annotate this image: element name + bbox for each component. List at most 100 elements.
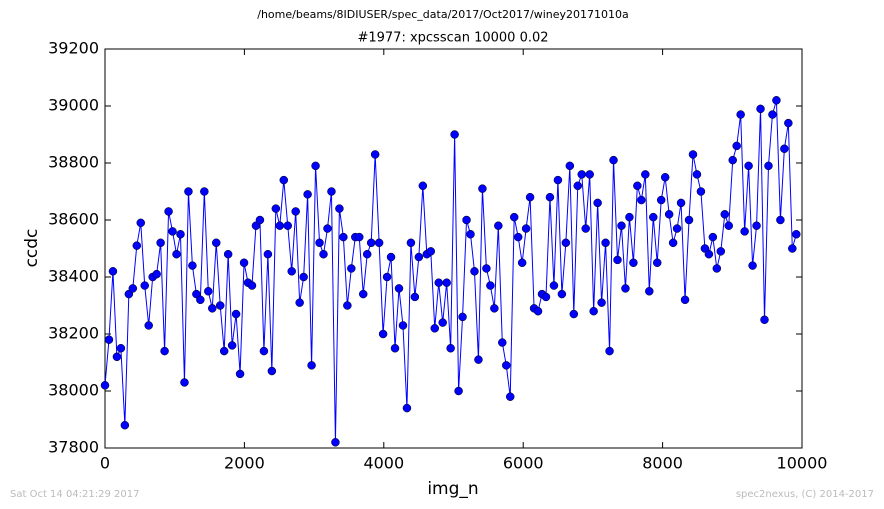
data-point	[112, 352, 122, 362]
data-point	[283, 221, 293, 230]
data-point	[247, 281, 257, 290]
data-point	[688, 150, 698, 159]
data-point	[744, 161, 753, 171]
y-tick-label: 38600	[48, 210, 99, 229]
data-point	[366, 238, 376, 248]
data-point	[649, 212, 658, 222]
data-point	[108, 267, 118, 276]
data-point	[716, 247, 726, 256]
data-point	[680, 295, 690, 305]
data-point	[311, 161, 320, 171]
x-tick-label: 6000	[503, 454, 544, 473]
x-axis-label: img_n	[427, 479, 478, 499]
data-point	[327, 187, 336, 196]
data-point	[780, 144, 789, 153]
data-point	[470, 267, 479, 276]
data-point	[414, 252, 424, 262]
data-point	[358, 289, 368, 299]
data-point	[549, 281, 559, 290]
data-point	[410, 292, 420, 302]
data-point	[589, 306, 598, 316]
data-point	[752, 221, 761, 230]
data-point	[748, 261, 757, 270]
data-point	[672, 224, 682, 233]
data-point	[585, 170, 594, 179]
data-point	[362, 249, 372, 259]
data-point	[378, 329, 388, 339]
data-point	[553, 175, 563, 185]
data-point	[235, 369, 245, 379]
data-point	[565, 161, 575, 171]
data-point	[621, 284, 630, 293]
data-point	[788, 244, 797, 253]
data-point	[684, 215, 694, 225]
data-point	[478, 184, 487, 193]
data-point	[275, 221, 285, 230]
data-point	[486, 281, 495, 290]
data-point	[776, 215, 785, 225]
data-point	[152, 269, 161, 279]
x-tick-label: 2000	[224, 454, 265, 473]
data-point	[450, 130, 459, 139]
plot-frame	[104, 48, 803, 449]
data-point	[760, 315, 769, 324]
suptitle: /home/beams/8IDIUSER/spec_data/2017/Oct2…	[257, 8, 629, 21]
data-point	[768, 110, 777, 119]
y-tick-label: 37800	[48, 438, 99, 457]
data-point	[164, 207, 173, 216]
data-point	[593, 198, 602, 208]
data-point	[347, 264, 356, 273]
data-point	[382, 272, 392, 282]
data-point	[200, 187, 209, 196]
data-point	[184, 187, 193, 196]
data-point	[196, 295, 205, 305]
y-tick-label: 38200	[48, 324, 99, 343]
data-point	[712, 264, 722, 273]
data-point	[617, 221, 626, 230]
data-point	[728, 155, 737, 165]
data-point	[505, 392, 515, 401]
data-point	[609, 155, 618, 165]
data-point	[303, 190, 312, 199]
data-point	[267, 366, 277, 376]
data-point	[100, 381, 110, 390]
data-point	[180, 378, 189, 387]
data-point	[211, 238, 221, 248]
data-point	[581, 224, 590, 233]
data-point	[466, 230, 475, 239]
data-point	[279, 175, 289, 185]
data-point	[438, 318, 447, 327]
data-point	[597, 298, 606, 307]
data-point	[390, 344, 400, 353]
data-point	[398, 321, 408, 330]
data-point	[287, 267, 296, 276]
data-point	[140, 281, 149, 290]
x-tick-label: 0	[100, 454, 110, 473]
data-point	[120, 420, 130, 430]
y-tick-label: 38800	[48, 153, 99, 172]
data-point	[708, 232, 718, 242]
data-point	[136, 218, 146, 228]
data-point	[219, 346, 229, 356]
data-point	[128, 284, 138, 293]
data-point	[637, 195, 646, 205]
data-point	[374, 238, 384, 248]
data-point	[343, 301, 352, 310]
data-point	[668, 238, 678, 248]
data-point	[625, 212, 634, 222]
data-point	[458, 312, 467, 322]
data-point	[513, 232, 523, 242]
data-point	[263, 249, 273, 259]
data-point	[454, 386, 463, 396]
data-point	[299, 272, 308, 282]
data-point	[724, 221, 733, 230]
x-tick-label: 8000	[642, 454, 683, 473]
data-point	[255, 215, 265, 225]
data-point	[569, 309, 579, 319]
data-point	[418, 181, 428, 191]
data-point	[291, 207, 300, 216]
data-point	[394, 284, 404, 293]
data-point	[521, 224, 531, 233]
x-tick-label: 10000	[777, 454, 828, 473]
